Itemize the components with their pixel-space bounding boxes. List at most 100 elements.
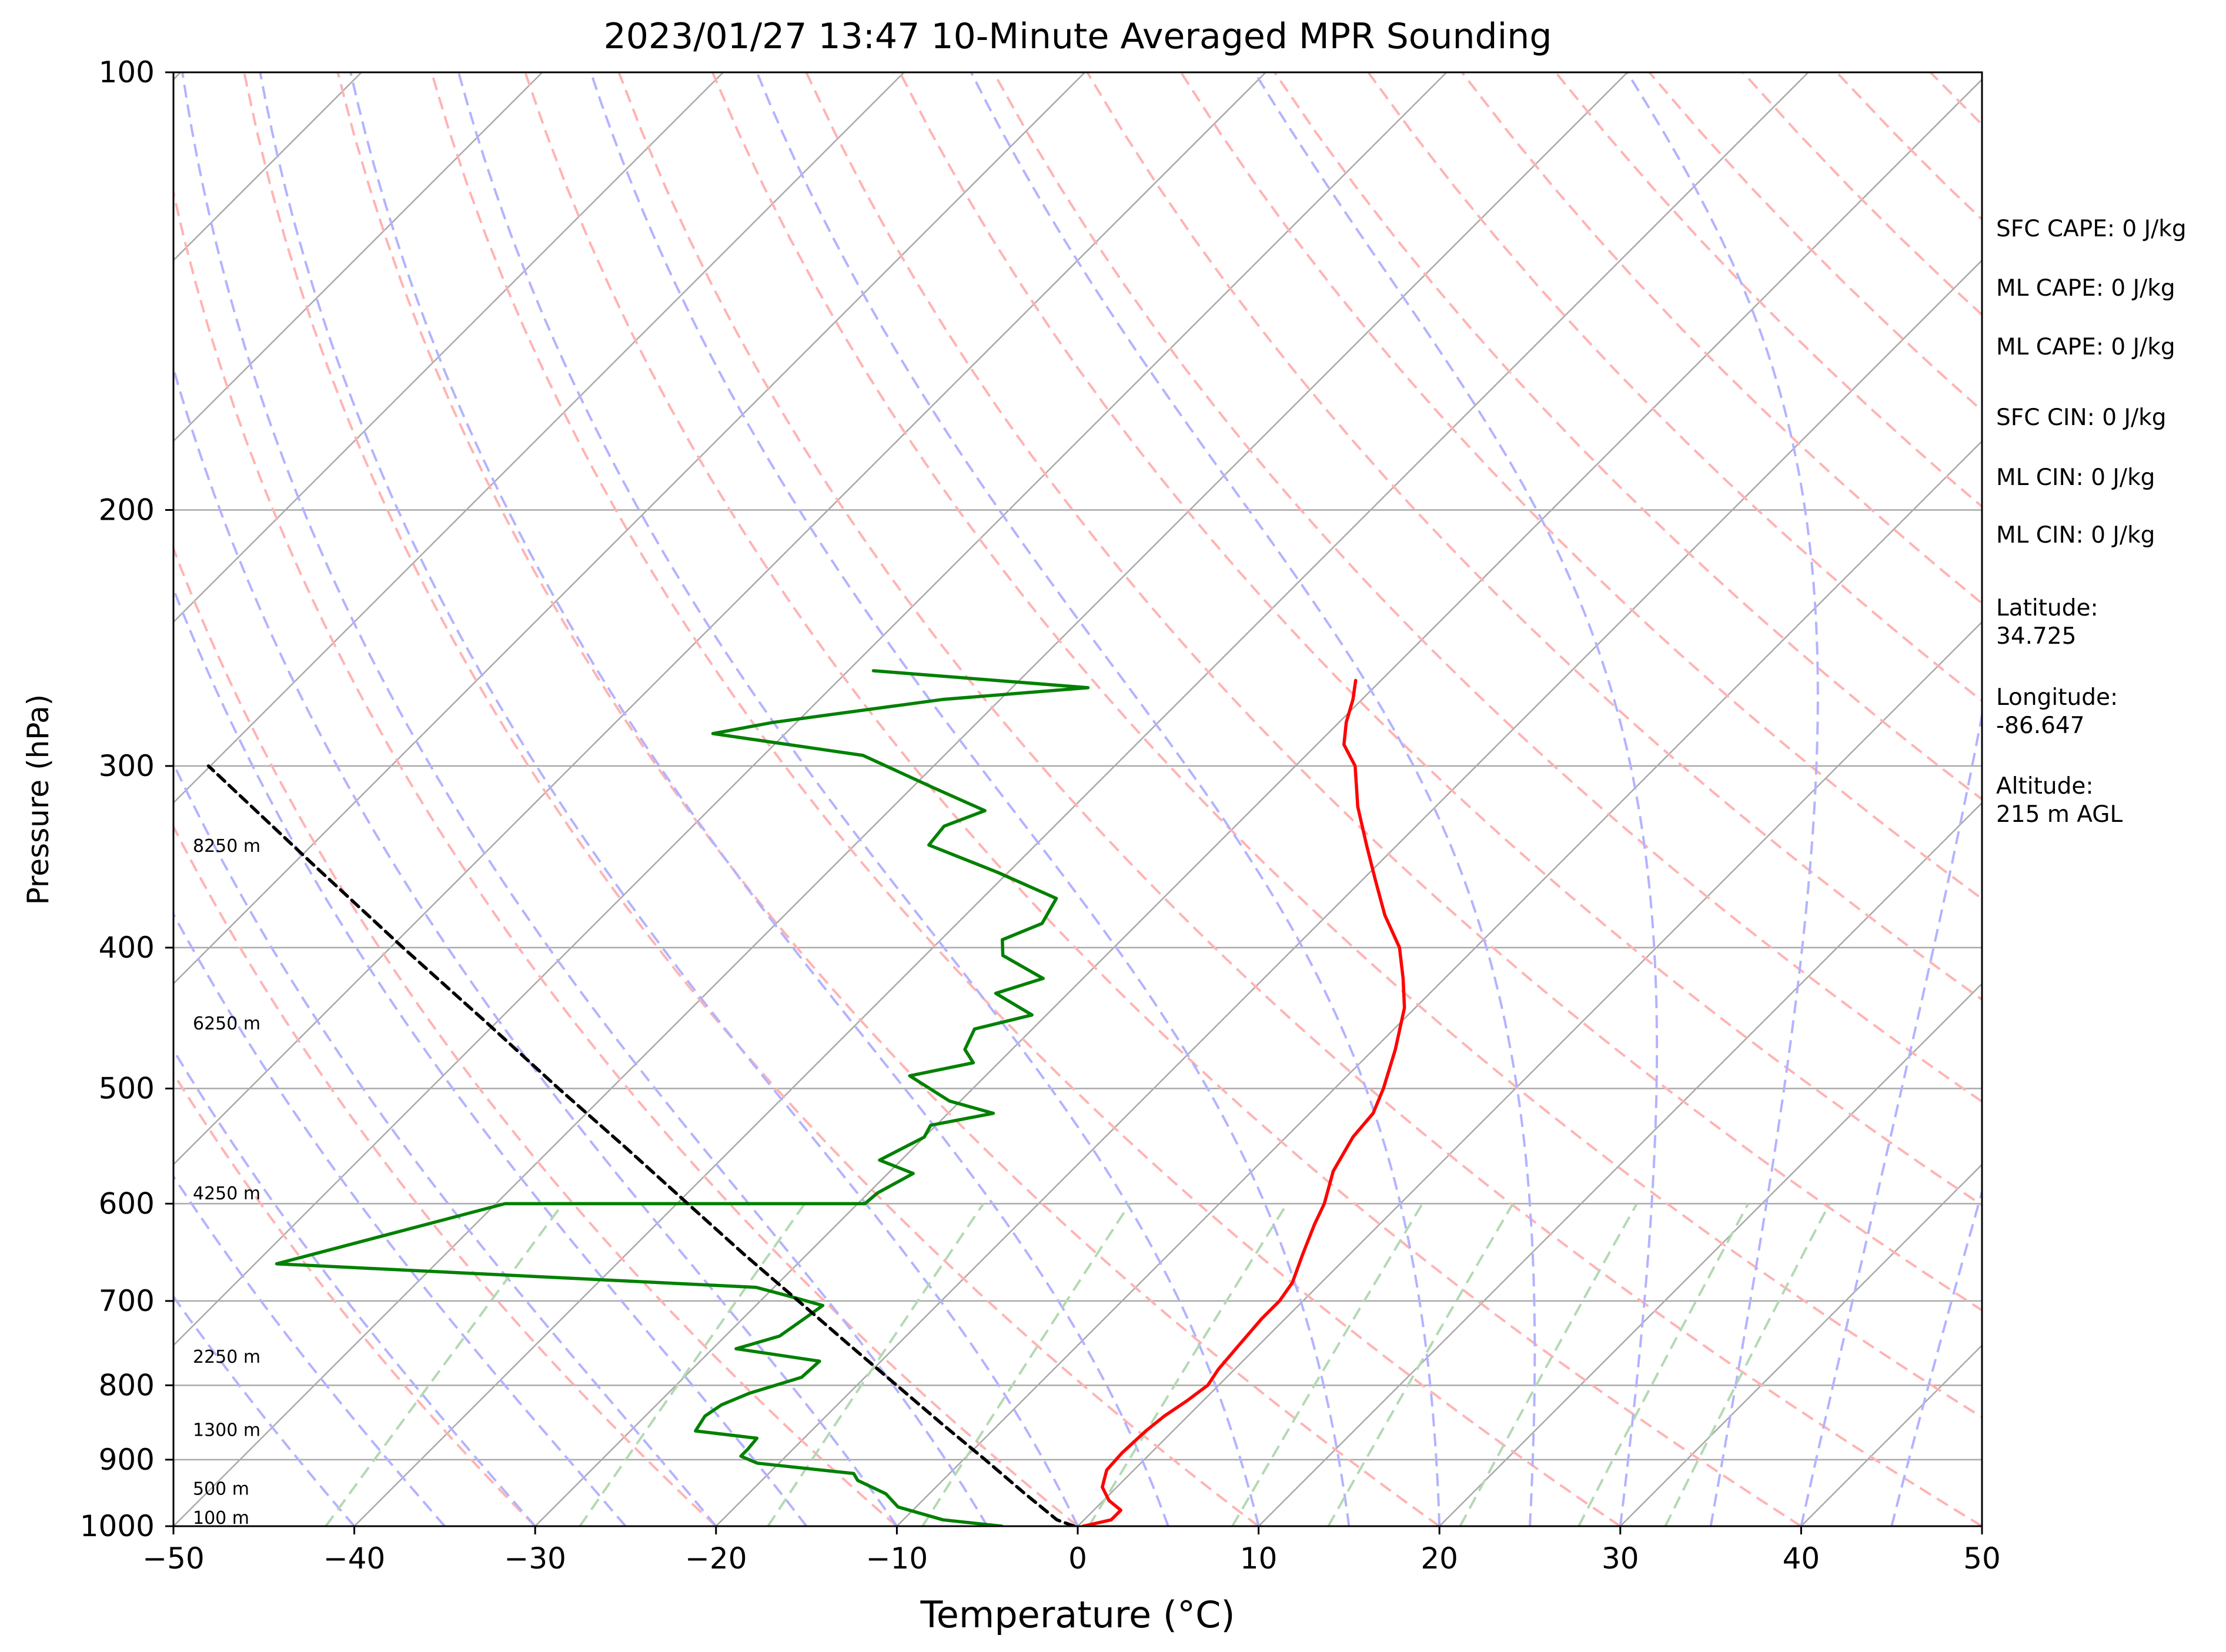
height-label: 2250 m — [193, 1347, 260, 1367]
moist-adiabat-line — [1800, 709, 1982, 1526]
annotation-text: ML CAPE: 0 J/kg — [1996, 334, 2175, 360]
annotation-line: ML CIN: 0 J/kg — [1996, 522, 2155, 549]
x-tick-label: 40 — [1783, 1541, 1820, 1576]
annotation-text: ML CIN: 0 J/kg — [1996, 522, 2155, 549]
isotherm-line — [173, 72, 724, 623]
isotherm-line — [173, 72, 1266, 1166]
annotation-text: Altitude: 215 m AGL — [1996, 773, 2123, 828]
annotation-text: SFC CIN: 0 J/kg — [1996, 404, 2166, 431]
moist-adiabat-line — [259, 72, 1079, 1526]
annotation-line: 34.725 — [1996, 623, 2076, 650]
y-tick-label: 600 — [99, 1186, 155, 1220]
isotherm-line — [173, 72, 905, 804]
isotherm-line — [1439, 982, 1982, 1526]
y-tick-label: 400 — [99, 931, 155, 965]
chart-title: 2023/01/27 13:47 10-Minute Averaged MPR … — [604, 16, 1552, 57]
height-label: 1300 m — [193, 1420, 260, 1440]
y-tick-label: 1000 — [80, 1509, 155, 1543]
x-axis-label: Temperature (°C) — [920, 1593, 1235, 1636]
moist-adiabat-line — [457, 72, 1260, 1526]
y-tick-label: 700 — [99, 1284, 155, 1318]
moist-adiabat-line — [1890, 1188, 1982, 1526]
annotation-line: ML CIN: 0 J/kg — [1996, 464, 2155, 491]
y-axis-label: Pressure (hPa) — [21, 694, 55, 905]
annotation-line: 215 m AGL — [1996, 801, 2123, 828]
moist-adiabat-line — [173, 761, 717, 1526]
isotherm-line — [1258, 801, 1982, 1526]
height-label: 500 m — [193, 1479, 249, 1500]
mixing-ratio-line — [1327, 1203, 1514, 1526]
x-tick-label: −40 — [323, 1541, 386, 1576]
annotation-line: ML CAPE: 0 J/kg — [1996, 334, 2175, 360]
isotherm-line — [1077, 621, 1982, 1526]
height-label: 6250 m — [193, 1014, 260, 1034]
isotherm-line — [173, 72, 1628, 1526]
dry-adiabat-line — [173, 1071, 536, 1526]
annotation-line: Longitude: — [1996, 684, 2118, 711]
annotation-line: Altitude: — [1996, 773, 2094, 800]
x-tick-label: −50 — [142, 1541, 205, 1576]
y-tick-label: 800 — [99, 1368, 155, 1402]
x-tick-label: −30 — [504, 1541, 566, 1576]
dry-adiabat-line — [1179, 72, 1982, 901]
dry-adiabat-line — [1367, 72, 1982, 703]
dry-adiabat-line — [711, 72, 1982, 1419]
dry-adiabat-line — [336, 72, 1440, 1526]
isotherm-line — [1619, 1163, 1982, 1526]
mixing-ratio-line — [1088, 1203, 1288, 1526]
x-tick-label: 10 — [1240, 1541, 1278, 1576]
annotation-line: SFC CIN: 0 J/kg — [1996, 404, 2166, 431]
dry-adiabat-line — [898, 72, 1982, 1207]
moist-adiabat-line — [173, 911, 627, 1526]
moist-adiabat-line — [173, 364, 898, 1526]
y-tick-label: 500 — [99, 1072, 155, 1106]
isotherm-line — [173, 72, 543, 443]
annotation-text: SFC CAPE: 0 J/kg — [1996, 216, 2187, 242]
dry-adiabat-line — [805, 72, 1982, 1312]
moist-adiabat-line — [589, 72, 1351, 1526]
annotation-line: ML CAPE: 0 J/kg — [1996, 275, 2175, 302]
x-tick-label: 30 — [1602, 1541, 1639, 1576]
isotherm-line — [173, 72, 1448, 1347]
y-tick-label: 200 — [99, 493, 155, 527]
mixing-ratio-line — [579, 1203, 806, 1526]
dry-adiabat-line — [524, 72, 1802, 1526]
x-tick-label: −10 — [866, 1541, 928, 1576]
x-tick-label: −20 — [685, 1541, 747, 1576]
mixing-ratio-line — [1577, 1203, 1750, 1526]
mixing-ratio-line — [1231, 1203, 1424, 1526]
y-tick-label: 300 — [99, 749, 155, 783]
dry-adiabat-line — [173, 824, 717, 1526]
annotations-panel: SFC CAPE: 0 J/kg ML CAPE: 0 J/kg ML CAPE: … — [1996, 216, 2187, 828]
dry-adiabat-line — [243, 72, 1259, 1526]
isotherm-line — [715, 259, 1982, 1526]
moist-adiabat-line — [349, 72, 1169, 1526]
height-labels: 100 m 500 m 1300 m 2250 m 4250 m 6250 m 8250 m — [193, 836, 260, 1529]
moist-adiabat-line — [970, 72, 1536, 1526]
dewpoint-line — [275, 669, 1090, 1526]
mixing-ratio-line — [767, 1203, 985, 1526]
dry-adiabat-line — [617, 72, 1982, 1526]
temperature-line — [1081, 678, 1406, 1526]
moist-adiabat-line — [173, 1048, 536, 1526]
isotherm-line — [173, 72, 1086, 985]
dry-adiabat-line — [1086, 72, 1982, 1001]
annotation-text: ML CIN: 0 J/kg — [1996, 464, 2155, 491]
annotation-text: ML CAPE: 0 J/kg — [1996, 275, 2175, 302]
x-tick-label: 50 — [1963, 1541, 2001, 1576]
height-label: 8250 m — [193, 836, 260, 857]
height-label: 4250 m — [193, 1183, 260, 1204]
moist-adiabat-line — [1254, 72, 1659, 1526]
parcel-line — [206, 764, 1076, 1526]
dry-adiabat-line — [173, 188, 1079, 1526]
height-label: 100 m — [193, 1508, 249, 1529]
data-series — [206, 669, 1406, 1526]
isotherm-line — [353, 72, 1809, 1526]
dry-adiabat-line — [1274, 72, 1982, 801]
annotation-text: Longitude: -86.647 — [1996, 684, 2118, 739]
x-tick-label: 20 — [1421, 1541, 1458, 1576]
axis-ticks: −50 −40 −30 −20 −10 0 10 20 30 40 50 100 200 300 400 50… — [80, 55, 2001, 1576]
dry-adiabat-line — [173, 545, 898, 1526]
annotation-line: Latitude: — [1996, 595, 2098, 621]
